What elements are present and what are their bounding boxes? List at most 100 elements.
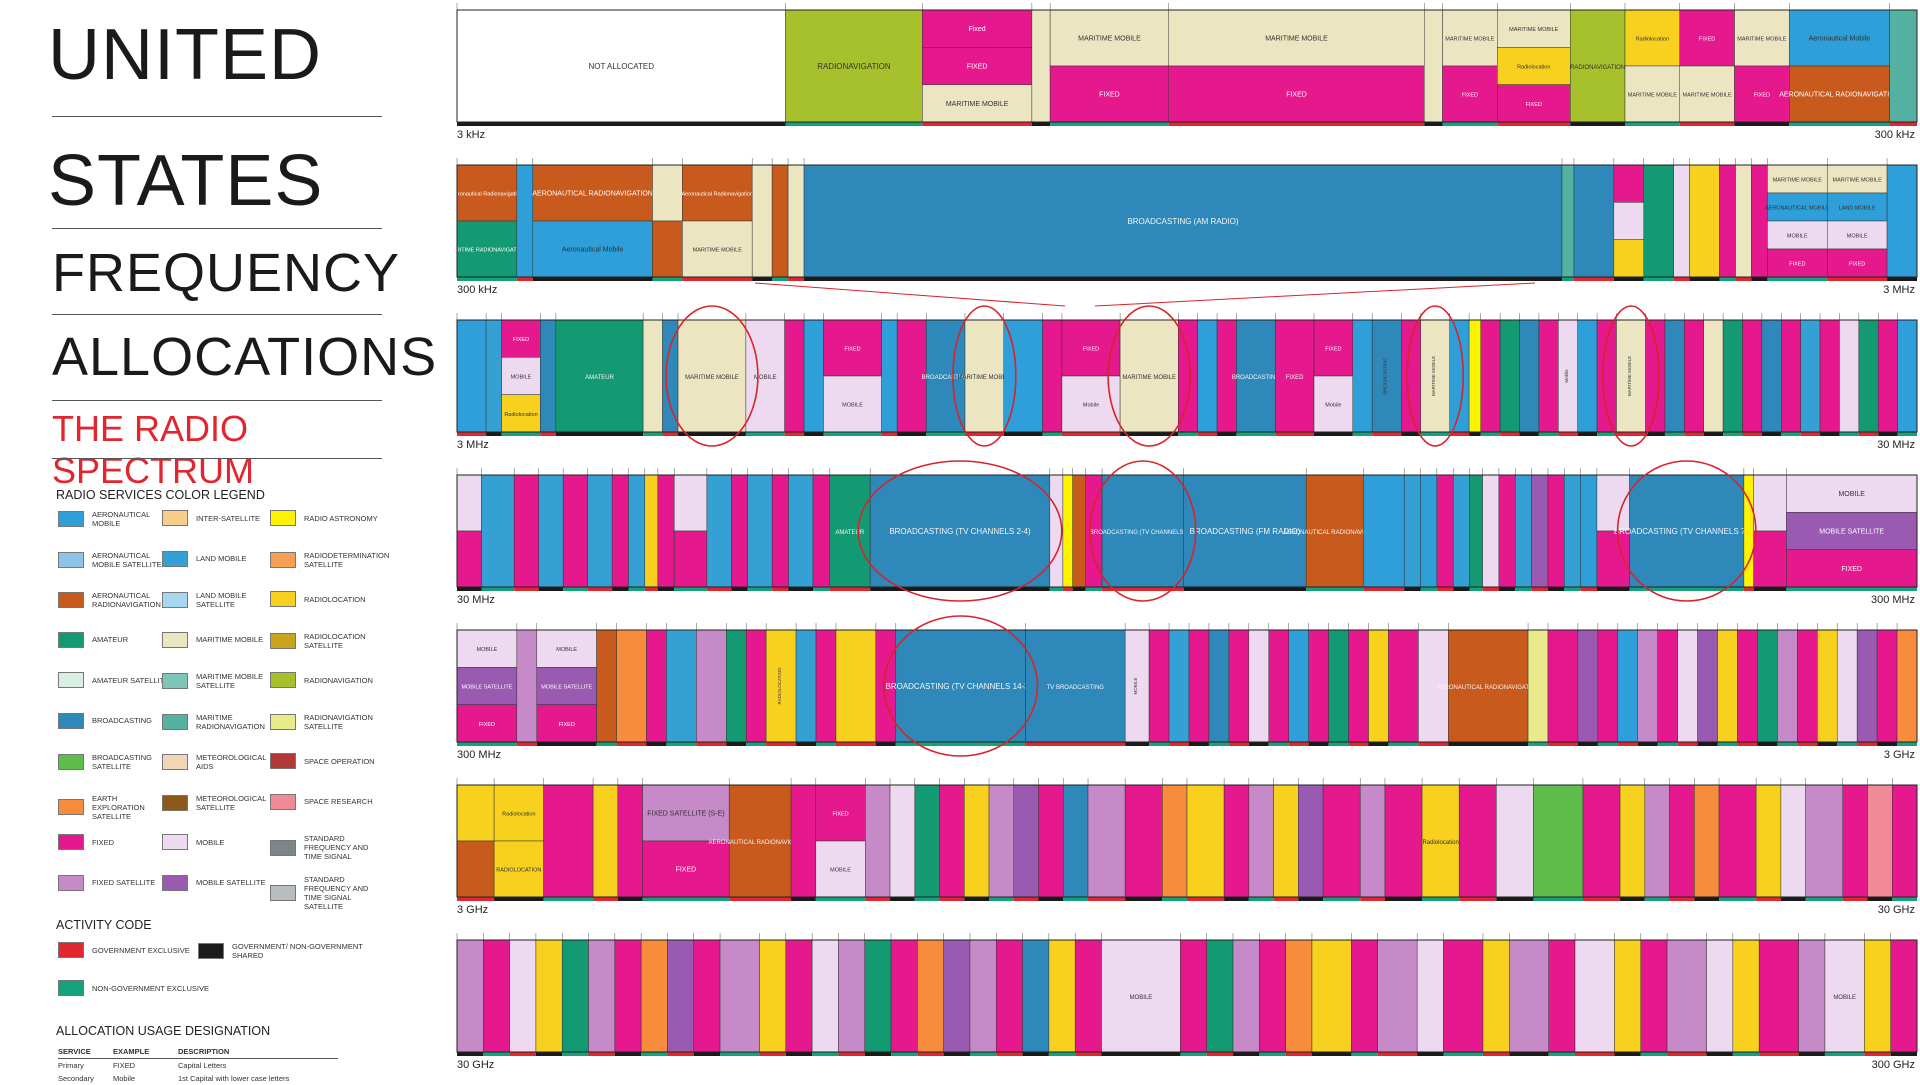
band-sub-label: Aeronautical Mobile xyxy=(1809,36,1871,43)
band-sub-rect xyxy=(922,84,1033,123)
band-label: MARITIME MOBILE xyxy=(1627,356,1632,396)
band-rect xyxy=(646,629,667,743)
activity-strip xyxy=(1689,277,1720,281)
band: BROADCASTING (AM RADIO) xyxy=(803,158,1563,281)
spectrum-svg: NOT ALLOCATED RADIONAVIGATIONFixedFIXEDMA… xyxy=(455,3,1918,1071)
legend-label: MARITIME MOBILE SATELLITE xyxy=(196,672,264,690)
activity-strip xyxy=(1644,897,1670,901)
band-rect xyxy=(889,784,916,898)
band xyxy=(1124,778,1163,901)
band: MARITIME MOBILE xyxy=(958,313,1011,436)
activity-strip xyxy=(563,587,588,591)
activity-strip xyxy=(1742,432,1762,436)
band-label: Mobile xyxy=(1564,369,1569,383)
band xyxy=(771,468,789,591)
band-rect xyxy=(1482,939,1510,1053)
band xyxy=(1614,933,1642,1056)
band xyxy=(693,933,721,1056)
legend-label: LAND MOBILE SATELLITE xyxy=(196,591,247,609)
band-sub-label: FIXED xyxy=(676,867,697,874)
band xyxy=(1298,778,1324,901)
activity-strip xyxy=(1614,1052,1641,1056)
band xyxy=(646,623,667,746)
band-rect xyxy=(1443,939,1484,1053)
activity-strip xyxy=(1706,1052,1733,1056)
activity-strip xyxy=(1867,897,1893,901)
band xyxy=(456,778,495,901)
activity-strip xyxy=(1798,1052,1825,1056)
band-sub-rect xyxy=(501,394,541,433)
band-sub-rect xyxy=(1679,65,1735,123)
band-rect xyxy=(895,629,1026,743)
activity-heading: ACTIVITY CODE xyxy=(56,918,152,932)
activity-strip xyxy=(652,277,683,281)
band xyxy=(456,313,487,436)
band-rect xyxy=(864,939,892,1053)
band: Aeronautical Mobile AERONAUTICAL RADIONAV… xyxy=(1779,3,1900,126)
activity-strip xyxy=(1767,277,1828,281)
band xyxy=(1717,623,1738,746)
band: AERONAUTICAL RADIONAVIGATION xyxy=(1437,623,1540,746)
activity-strip xyxy=(1890,1052,1917,1056)
band xyxy=(1643,158,1674,281)
legend-swatch xyxy=(58,672,84,688)
activity-strip xyxy=(766,742,797,746)
band xyxy=(1420,468,1438,591)
band-rect xyxy=(1666,939,1707,1053)
band-sub-label: MOBILE xyxy=(830,868,851,874)
band-rect xyxy=(1527,629,1549,743)
band-rect xyxy=(1049,474,1064,588)
band-sub-rect xyxy=(1061,375,1121,433)
band-rect xyxy=(969,939,997,1053)
activity-strip xyxy=(1125,897,1163,901)
band-rect xyxy=(815,629,837,743)
band-label: BROADCASTING (FM RADIO) xyxy=(1190,527,1301,536)
band xyxy=(1074,933,1102,1056)
legend-label: FIXED xyxy=(92,837,115,847)
legend-item: STANDARD FREQUENCY AND TIME SIGNAL xyxy=(270,834,384,861)
row-start-label: 3 kHz xyxy=(457,129,485,141)
activity-strip xyxy=(1889,122,1917,126)
band xyxy=(1677,623,1698,746)
activity-strip xyxy=(1669,897,1695,901)
activity-strip xyxy=(1187,897,1225,901)
band-sub-label: FIXED xyxy=(1841,566,1862,573)
band-sub-label: MOBILE SATELLITE xyxy=(541,685,592,691)
band xyxy=(1351,933,1378,1056)
band-rect xyxy=(1351,939,1378,1053)
band-sub-rect xyxy=(1497,47,1571,85)
band-rect xyxy=(1031,9,1051,123)
band-label: MOBILE xyxy=(1133,677,1138,694)
band xyxy=(811,933,839,1056)
legend-swatch xyxy=(270,839,296,856)
band-rect xyxy=(1761,319,1782,433)
activity-strip xyxy=(1420,587,1437,591)
band-sub-rect xyxy=(652,164,683,222)
band-rect xyxy=(1273,784,1299,898)
usage-heading: ALLOCATION USAGE DESIGNATION xyxy=(56,1024,271,1038)
legend-label: BROADCASTING SATELLITE xyxy=(92,753,153,771)
band-rect xyxy=(1496,784,1534,898)
band-sub-rect xyxy=(1049,9,1169,67)
band-rect xyxy=(456,939,484,1053)
band-rect xyxy=(1328,629,1349,743)
band xyxy=(1424,3,1443,126)
band-rect xyxy=(765,629,797,743)
band xyxy=(1836,623,1858,746)
band xyxy=(1013,778,1039,901)
band xyxy=(456,468,482,591)
legend-item: RADIODETERMINATION SATELLITE xyxy=(270,551,389,569)
activity-strip xyxy=(562,1052,589,1056)
activity-strip xyxy=(1236,432,1276,436)
band-rect xyxy=(1781,319,1801,433)
band-rect xyxy=(719,939,760,1053)
usage-col-description: DESCRIPTION xyxy=(178,1047,230,1056)
band xyxy=(1613,158,1644,281)
activity-strip xyxy=(1780,897,1806,901)
band-label: FIXED xyxy=(1286,375,1304,381)
activity-strip xyxy=(745,432,785,436)
band xyxy=(1798,933,1826,1056)
band-sub-rect xyxy=(536,629,597,668)
legend-item: LAND MOBILE SATELLITE xyxy=(162,591,276,609)
band xyxy=(1753,468,1787,591)
